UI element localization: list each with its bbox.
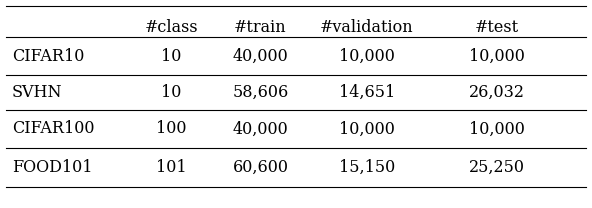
Text: 60,600: 60,600 (233, 159, 288, 176)
Text: CIFAR100: CIFAR100 (12, 120, 94, 137)
Text: 10,000: 10,000 (339, 48, 395, 65)
Text: 10,000: 10,000 (469, 120, 525, 137)
Text: 10,000: 10,000 (339, 120, 395, 137)
Text: FOOD101: FOOD101 (12, 159, 92, 176)
Text: #train: #train (234, 19, 287, 36)
Text: SVHN: SVHN (12, 84, 62, 101)
Text: 10: 10 (162, 48, 182, 65)
Text: 58,606: 58,606 (232, 84, 289, 101)
Text: #test: #test (475, 19, 519, 36)
Text: 40,000: 40,000 (233, 120, 288, 137)
Text: #class: #class (145, 19, 198, 36)
Text: 10: 10 (162, 84, 182, 101)
Text: CIFAR10: CIFAR10 (12, 48, 84, 65)
Text: #validation: #validation (320, 19, 414, 36)
Text: 15,150: 15,150 (339, 159, 395, 176)
Text: 10,000: 10,000 (469, 48, 525, 65)
Text: 25,250: 25,250 (469, 159, 525, 176)
Text: 100: 100 (156, 120, 187, 137)
Text: 40,000: 40,000 (233, 48, 288, 65)
Text: 14,651: 14,651 (339, 84, 395, 101)
Text: 26,032: 26,032 (469, 84, 525, 101)
Text: 101: 101 (156, 159, 187, 176)
